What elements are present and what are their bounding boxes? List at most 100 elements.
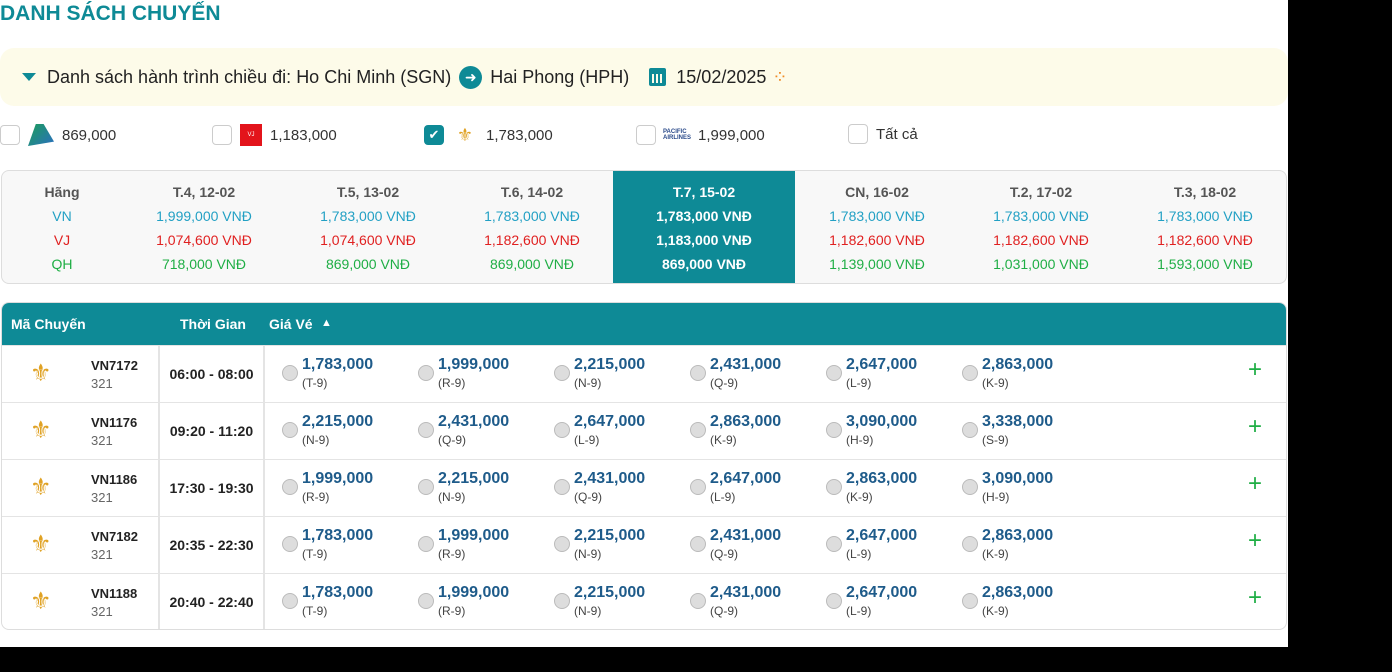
qh-price[interactable]: 1,139,000 VNĐ xyxy=(829,256,925,272)
fare-radio[interactable] xyxy=(418,365,434,381)
fare-radio[interactable] xyxy=(962,593,978,609)
qh-price[interactable]: 718,000 VNĐ xyxy=(161,256,247,272)
day-column[interactable]: T.6, 14-02 1,783,000 VNĐ 1,182,600 VNĐ 869,… xyxy=(450,171,614,283)
aircraft: 321 xyxy=(91,547,113,562)
fare-radio[interactable] xyxy=(690,365,706,381)
vj-price[interactable]: 1,074,600 VNĐ xyxy=(156,232,252,248)
day-date[interactable]: T.5, 13-02 xyxy=(336,184,400,200)
fare-radio[interactable] xyxy=(826,422,842,438)
fare-price: 1,999,000 xyxy=(438,527,510,544)
day-date[interactable]: T.4, 12-02 xyxy=(172,184,236,200)
fare-radio[interactable] xyxy=(282,479,298,495)
checkbox-checked[interactable]: ✔ xyxy=(424,125,444,145)
fare-radio[interactable] xyxy=(554,593,570,609)
fare-radio[interactable] xyxy=(690,479,706,495)
bamboo-logo-icon xyxy=(28,124,54,146)
fare-radio[interactable] xyxy=(826,536,842,552)
day-column[interactable]: T.3, 18-02 1,783,000 VNĐ 1,182,600 VNĐ 1,59… xyxy=(1123,171,1286,283)
filter-pacific[interactable]: PACIFIC AIRLINES 1,999,000 xyxy=(636,124,765,146)
fare-price: 2,431,000 xyxy=(710,527,782,544)
day-date[interactable]: T.2, 17-02 xyxy=(1009,184,1073,200)
fare-radio[interactable] xyxy=(826,479,842,495)
qh-price[interactable]: 869,000 VNĐ xyxy=(661,256,747,272)
day-date[interactable]: CN, 16-02 xyxy=(845,184,909,200)
vietnam-airlines-lotus-icon: ⚜ xyxy=(456,124,474,145)
fare-radio[interactable] xyxy=(418,536,434,552)
fare-radio[interactable] xyxy=(418,422,434,438)
checkbox[interactable] xyxy=(0,125,20,145)
route-label: Danh sách hành trình chiều đi: xyxy=(47,66,292,87)
fare-price: 1,783,000 xyxy=(302,584,374,601)
expand-plus-icon[interactable]: + xyxy=(1248,527,1263,554)
checkbox[interactable] xyxy=(212,125,232,145)
fare-radio[interactable] xyxy=(418,479,434,495)
vj-price[interactable]: 1,182,600 VNĐ xyxy=(1157,232,1253,248)
day-date[interactable]: T.3, 18-02 xyxy=(1173,184,1237,200)
fare-radio[interactable] xyxy=(282,365,298,381)
fare-radio[interactable] xyxy=(282,422,298,438)
sort-asc-icon[interactable]: ▲ xyxy=(321,317,332,329)
fare-class: (L-9) xyxy=(846,376,872,390)
expand-plus-icon[interactable]: + xyxy=(1248,413,1263,440)
filter-all[interactable]: Tất cả xyxy=(848,124,918,144)
day-column[interactable]: T.5, 13-02 1,783,000 VNĐ 1,074,600 VNĐ 869,… xyxy=(286,171,450,283)
vj-price[interactable]: 1,183,000 VNĐ xyxy=(656,232,752,248)
fare-radio[interactable] xyxy=(962,479,978,495)
vn-price[interactable]: 1,783,000 VNĐ xyxy=(993,208,1089,224)
vn-price[interactable]: 1,783,000 VNĐ xyxy=(320,208,416,224)
expand-plus-icon[interactable]: + xyxy=(1248,584,1263,611)
day-column[interactable]: T.7, 15-02 1,783,000 VNĐ 1,183,000 VNĐ 869,… xyxy=(613,171,795,283)
fare-radio[interactable] xyxy=(962,365,978,381)
fare-price: 2,647,000 xyxy=(846,584,918,601)
fare-radio[interactable] xyxy=(826,593,842,609)
vn-price[interactable]: 1,999,000 VNĐ xyxy=(156,208,252,224)
fare-radio[interactable] xyxy=(282,536,298,552)
fare-price: 2,431,000 xyxy=(574,470,646,487)
filter-vietnam-airlines[interactable]: ✔ ⚜ 1,783,000 xyxy=(424,124,553,146)
fare-price: 2,431,000 xyxy=(710,356,782,373)
filter-price: 869,000 xyxy=(62,126,117,144)
checkbox[interactable] xyxy=(636,125,656,145)
qh-price[interactable]: 869,000 VNĐ xyxy=(325,256,411,272)
filter-vietjet[interactable]: VJ 1,183,000 xyxy=(212,124,337,146)
fare-radio[interactable] xyxy=(554,365,570,381)
fare-radio[interactable] xyxy=(826,365,842,381)
vj-price[interactable]: 1,182,600 VNĐ xyxy=(829,232,925,248)
day-date[interactable]: T.6, 14-02 xyxy=(500,184,564,200)
fare-radio[interactable] xyxy=(554,479,570,495)
qh-price[interactable]: 1,593,000 VNĐ xyxy=(1157,256,1253,272)
route-bar[interactable]: Danh sách hành trình chiều đi: Ho Chi Mi… xyxy=(0,48,1288,106)
vj-price[interactable]: 1,182,600 VNĐ xyxy=(993,232,1089,248)
vn-price[interactable]: 1,783,000 VNĐ xyxy=(829,208,925,224)
qh-price[interactable]: 1,031,000 VNĐ xyxy=(993,256,1089,272)
aircraft: 321 xyxy=(91,490,113,505)
fare-radio[interactable] xyxy=(962,536,978,552)
fare-radio[interactable] xyxy=(554,422,570,438)
day-date[interactable]: T.7, 15-02 xyxy=(672,184,736,200)
fare-radio[interactable] xyxy=(554,536,570,552)
vj-price[interactable]: 1,182,600 VNĐ xyxy=(484,232,580,248)
vn-price[interactable]: 1,783,000 VNĐ xyxy=(1157,208,1253,224)
expand-plus-icon[interactable]: + xyxy=(1248,356,1263,383)
checkbox[interactable] xyxy=(848,124,868,144)
day-column[interactable]: T.2, 17-02 1,783,000 VNĐ 1,182,600 VNĐ 1,03… xyxy=(959,171,1123,283)
fare-radio[interactable] xyxy=(690,422,706,438)
fare-radio[interactable] xyxy=(282,593,298,609)
fare-radio[interactable] xyxy=(690,593,706,609)
fare-radio[interactable] xyxy=(690,536,706,552)
fare-radio[interactable] xyxy=(418,593,434,609)
filter-bamboo[interactable]: 869,000 xyxy=(0,124,116,146)
fare-radio[interactable] xyxy=(962,422,978,438)
vn-price[interactable]: 1,783,000 VNĐ xyxy=(484,208,580,224)
expand-plus-icon[interactable]: + xyxy=(1248,470,1263,497)
page-title: DANH SÁCH CHUYẾN xyxy=(0,2,221,25)
collapse-caret-icon[interactable] xyxy=(22,73,36,81)
day-column[interactable]: CN, 16-02 1,783,000 VNĐ 1,182,600 VNĐ 1,139… xyxy=(795,171,959,283)
day-column[interactable]: T.4, 12-02 1,999,000 VNĐ 1,074,600 VNĐ 718,… xyxy=(122,171,286,283)
fare-class: (S-9) xyxy=(982,433,1009,447)
vj-price[interactable]: 1,074,600 VNĐ xyxy=(320,232,416,248)
vn-price[interactable]: 1,783,000 VNĐ xyxy=(656,208,752,224)
flight-code: VN7172 xyxy=(91,358,138,373)
qh-price[interactable]: 869,000 VNĐ xyxy=(489,256,575,272)
col-price[interactable]: Giá Vé xyxy=(269,316,313,332)
